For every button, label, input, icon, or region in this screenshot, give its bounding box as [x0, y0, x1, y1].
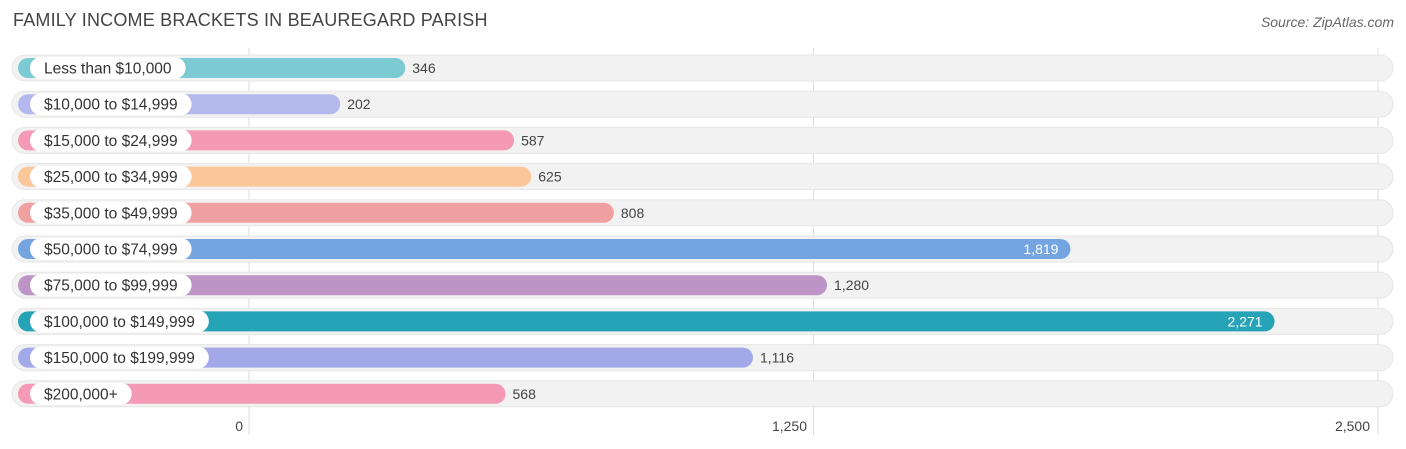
tick-label: 2,500 — [1335, 418, 1370, 434]
bar — [18, 239, 1071, 259]
category-label-pill — [30, 238, 192, 260]
row-background — [11, 90, 1394, 118]
category-label: $10,000 to $14,999 — [44, 97, 178, 114]
category-label: $75,000 to $99,999 — [44, 278, 178, 295]
category-label: $200,000+ — [44, 386, 118, 403]
value-label: 1,280 — [834, 277, 869, 293]
value-label: 587 — [521, 132, 545, 148]
category-label-pill — [30, 129, 192, 152]
bar — [18, 311, 1275, 332]
tick-label: 1,250 — [772, 418, 807, 434]
category-label-pill — [30, 93, 192, 116]
value-label: 568 — [513, 386, 537, 402]
category-label: $50,000 to $74,999 — [44, 242, 178, 259]
category-label: $25,000 to $34,999 — [44, 169, 178, 186]
value-label: 1,819 — [1023, 241, 1058, 257]
category-label-pill — [30, 274, 192, 297]
value-label: 346 — [412, 60, 436, 76]
bar — [18, 275, 828, 296]
category-label-pill — [30, 382, 132, 405]
rows-layer: Less than $10,000 346 $10,000 to $14,999 20… — [11, 54, 1394, 408]
value-label: 2,271 — [1228, 313, 1263, 329]
value-label: 808 — [621, 205, 645, 221]
chart-title: FAMILY INCOME BRACKETS IN BEAUREGARD PAR… — [13, 10, 488, 30]
category-label: $15,000 to $24,999 — [44, 133, 178, 150]
tick-label: 0 — [235, 418, 243, 434]
value-label: 1,116 — [760, 350, 794, 366]
category-label: $35,000 to $49,999 — [44, 205, 178, 222]
category-label: $100,000 to $149,999 — [44, 314, 195, 331]
value-label: 625 — [538, 169, 562, 185]
category-label: Less than $10,000 — [44, 61, 172, 78]
category-label-pill — [30, 57, 186, 79]
bar — [18, 383, 506, 404]
category-label-pill — [30, 165, 192, 188]
category-label: $150,000 to $199,999 — [44, 350, 195, 367]
value-label: 202 — [347, 96, 371, 112]
category-label-pill — [30, 201, 192, 224]
source-note: Source: ZipAtlas.com — [1260, 14, 1394, 30]
tick-labels: 0 1,250 2,500 — [235, 418, 1370, 434]
category-label-pill — [30, 310, 209, 333]
category-label-pill — [30, 346, 209, 369]
